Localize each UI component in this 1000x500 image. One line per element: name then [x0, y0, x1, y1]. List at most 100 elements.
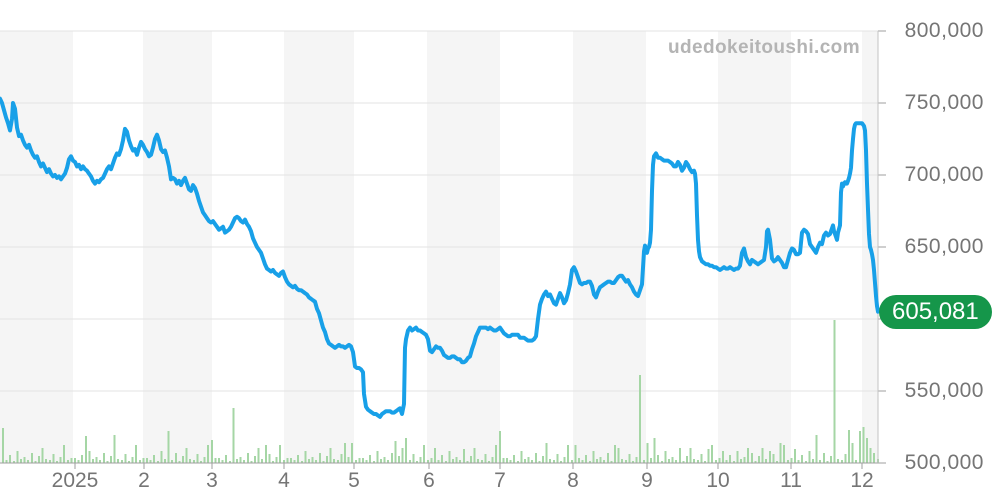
volume-bar — [95, 457, 98, 463]
volume-bar — [178, 461, 181, 463]
y-axis-label: 550,000 — [904, 379, 984, 402]
volume-bar — [236, 459, 238, 463]
volume-bar — [146, 458, 148, 463]
volume-bar — [365, 460, 368, 463]
volume-bar — [754, 461, 757, 463]
volume-bar — [480, 460, 483, 463]
volume-bar — [243, 460, 246, 463]
volume-bar — [20, 459, 22, 463]
volume-bar — [635, 457, 638, 463]
volume-bar — [38, 456, 40, 463]
volume-bar — [423, 445, 426, 463]
volume-bar — [354, 460, 357, 463]
x-axis-label: 4 — [278, 469, 290, 492]
volume-bar — [401, 448, 404, 463]
volume-bar — [376, 451, 379, 463]
volume-bar — [120, 460, 123, 463]
volume-bar — [689, 448, 692, 463]
volume-bar — [59, 457, 62, 463]
volume-bar — [74, 458, 76, 463]
volume-bar — [617, 448, 620, 463]
volume-bar — [491, 457, 494, 463]
volume-bar — [315, 460, 318, 463]
volume-bar — [534, 453, 537, 463]
volume-bar — [30, 453, 33, 463]
volume-bar — [128, 461, 130, 463]
volume-bar — [848, 430, 850, 463]
volume-bar — [124, 454, 127, 463]
volume-bar — [794, 449, 796, 463]
volume-bar — [822, 453, 825, 463]
volume-bar — [286, 458, 289, 463]
volume-bar — [722, 451, 724, 463]
volume-bar — [189, 459, 192, 463]
volume-bar — [815, 435, 818, 463]
volume-bar — [801, 455, 804, 463]
volume-bar — [275, 457, 278, 463]
volume-bar — [160, 451, 163, 463]
volume-bar — [308, 459, 310, 463]
volume-bar — [826, 461, 829, 463]
volume-bar — [416, 461, 418, 463]
volume-bar — [9, 455, 12, 463]
volume-bar — [12, 461, 15, 463]
volume-bar — [84, 436, 87, 463]
volume-bar — [660, 461, 663, 463]
volume-bar — [873, 453, 876, 463]
volume-bar — [668, 459, 670, 463]
volume-bar — [203, 457, 206, 463]
volume-bar — [750, 453, 753, 463]
volume-bar — [711, 445, 714, 463]
volume-bar — [664, 451, 667, 463]
volume-bar — [45, 459, 48, 463]
volume-bar — [102, 453, 105, 463]
volume-bar — [459, 460, 462, 463]
volume-bar — [581, 460, 584, 463]
volume-bar — [646, 443, 649, 463]
volume-bar — [552, 460, 555, 463]
volume-bar — [27, 460, 30, 463]
volume-bar — [77, 460, 80, 463]
volume-bar — [624, 460, 627, 463]
volume-bar — [225, 455, 228, 463]
volume-bar — [318, 453, 321, 463]
volume-bar — [772, 454, 775, 463]
volume-bar — [768, 451, 771, 463]
x-axis-label: 6 — [423, 469, 435, 492]
volume-bar — [812, 459, 814, 463]
volume-bar — [448, 451, 451, 463]
volume-bar — [329, 448, 332, 463]
volume-bar — [790, 458, 793, 463]
volume-bar — [808, 451, 811, 463]
volume-bar — [282, 460, 285, 463]
volume-bar — [531, 460, 534, 463]
y-axis-label: 650,000 — [904, 235, 984, 258]
volume-bar — [444, 461, 447, 463]
volume-bar — [599, 457, 602, 463]
volume-bar — [182, 456, 184, 463]
volume-bar — [81, 455, 84, 463]
volume-bar — [869, 448, 872, 463]
volume-bar — [642, 460, 645, 463]
volume-bar — [819, 460, 822, 463]
volume-bar — [693, 459, 696, 463]
volume-bar — [2, 428, 4, 463]
volume-bar — [520, 451, 523, 463]
volume-bar — [628, 454, 631, 463]
x-axis-label: 11 — [780, 469, 802, 492]
volume-bar — [92, 459, 94, 463]
volume-bar — [513, 455, 516, 463]
x-axis-label: 2 — [138, 469, 150, 492]
volume-bar — [567, 445, 570, 463]
volume-bar — [434, 448, 436, 463]
volume-bar — [131, 457, 134, 463]
volume-bar — [135, 445, 138, 463]
volume-bar — [502, 458, 505, 463]
volume-bar — [261, 459, 264, 463]
volume-bar — [570, 460, 573, 463]
volume-bar — [671, 457, 674, 463]
x-axis-label: 10 — [706, 469, 730, 492]
volume-bar — [200, 461, 202, 463]
volume-bar — [578, 458, 580, 463]
